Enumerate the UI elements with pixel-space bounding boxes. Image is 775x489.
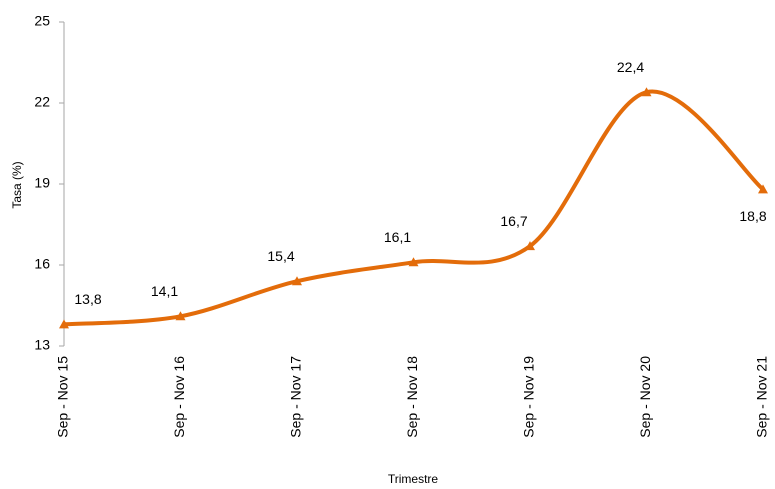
data-label: 16,1 (384, 229, 411, 245)
x-tick-label: Sep - Nov 21 (754, 356, 770, 438)
marker (175, 311, 186, 321)
marker (758, 184, 768, 194)
x-axis-title: Trimestre (388, 472, 439, 486)
y-axis-title: Tasa (%) (10, 161, 24, 208)
data-label: 22,4 (617, 59, 644, 75)
y-tick-label: 13 (34, 337, 50, 353)
line (63, 89, 765, 327)
y-tick-label: 16 (34, 256, 50, 272)
data-label: 18,8 (739, 208, 766, 224)
y-tick-label: 22 (34, 94, 50, 110)
y-tick-label: 19 (34, 175, 50, 191)
marker (641, 87, 652, 97)
x-tick-label: Sep - Nov 15 (55, 356, 71, 438)
marker (59, 319, 69, 329)
marker (408, 257, 419, 267)
x-tick-label: Sep - Nov 20 (637, 356, 653, 438)
data-label: 13,8 (74, 291, 101, 307)
marker (292, 276, 302, 286)
marker (525, 241, 535, 251)
data-label: 14,1 (151, 283, 178, 299)
y-tick-label: 25 (34, 13, 50, 29)
x-tick-label: Sep - Nov 18 (404, 356, 420, 438)
data-label: 16,7 (500, 213, 527, 229)
x-tick-label: Sep - Nov 17 (288, 356, 304, 438)
data-label: 15,4 (267, 248, 294, 264)
x-tick-label: Sep - Nov 19 (521, 356, 537, 438)
x-tick-label: Sep - Nov 16 (171, 356, 187, 438)
